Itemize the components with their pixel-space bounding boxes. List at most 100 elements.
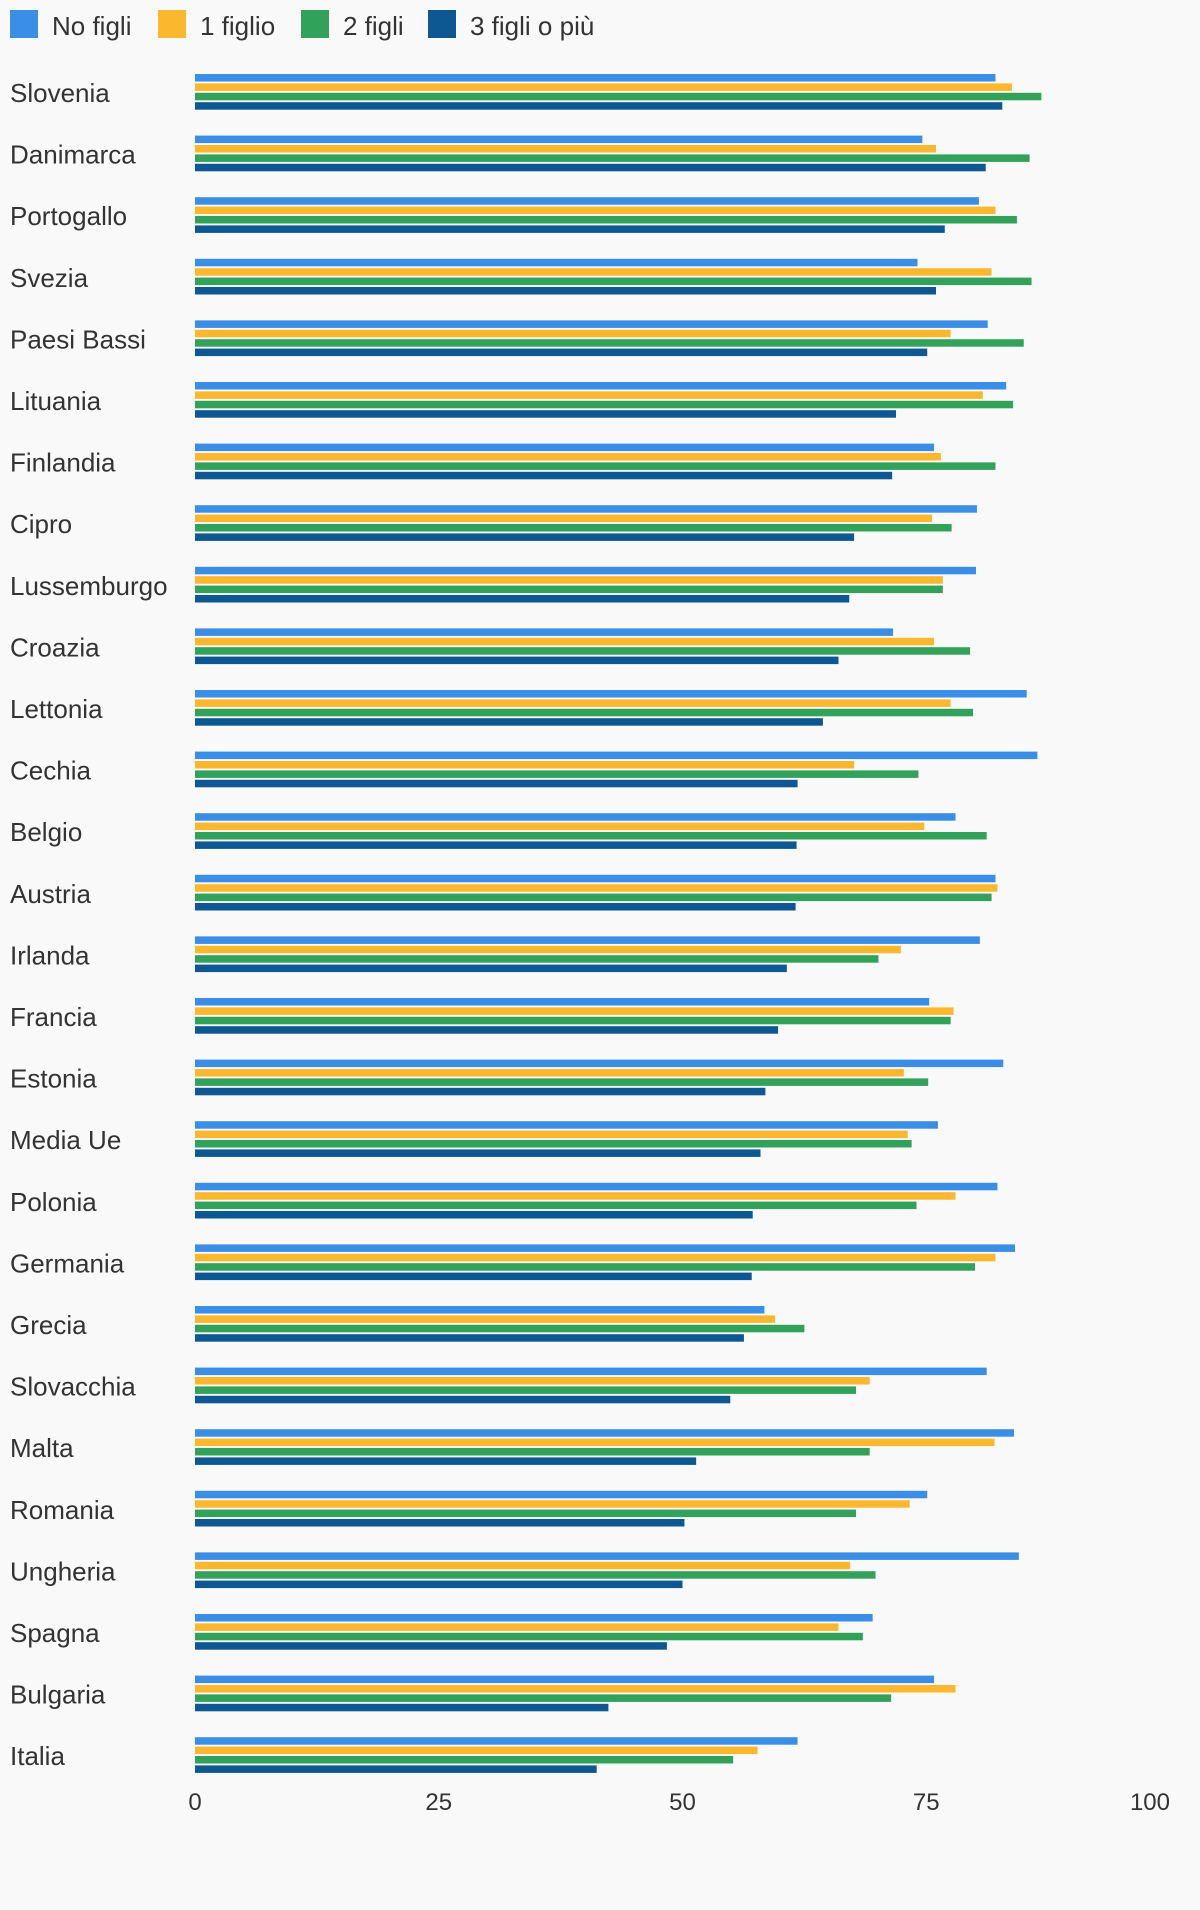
bar-2 xyxy=(195,1201,917,1210)
bar-0 xyxy=(195,1614,873,1622)
bar-3 xyxy=(195,903,796,911)
bar-0 xyxy=(195,690,1027,698)
bar-0 xyxy=(195,258,918,267)
bar-2 xyxy=(195,154,1030,162)
bar-0 xyxy=(195,1552,1019,1560)
category-label: Finlandia xyxy=(10,448,116,478)
bar-1 xyxy=(195,1561,851,1570)
category-label: Bulgaria xyxy=(10,1680,106,1710)
bar-3 xyxy=(195,1149,761,1157)
bar-3 xyxy=(195,1765,597,1773)
legend-label-2: 2 figli xyxy=(343,11,404,41)
bar-2 xyxy=(195,1324,805,1333)
legend-label-0: No figli xyxy=(52,11,131,41)
bar-0 xyxy=(195,1244,1015,1252)
legend-swatch-1 xyxy=(158,10,186,38)
bar-0 xyxy=(195,566,976,575)
bar-2 xyxy=(195,1632,863,1641)
bar-1 xyxy=(195,1069,904,1077)
bar-2 xyxy=(195,1448,870,1456)
bar-1 xyxy=(195,576,943,584)
category-label: Lettonia xyxy=(10,694,103,724)
bar-3 xyxy=(195,163,986,172)
x-tick-label: 25 xyxy=(425,1789,452,1816)
category-label: Slovenia xyxy=(10,78,110,108)
bar-1 xyxy=(195,1500,910,1508)
bar-3 xyxy=(195,1519,685,1527)
category-label: Svezia xyxy=(10,263,89,293)
bar-2 xyxy=(195,1140,912,1148)
bar-3 xyxy=(195,102,1003,110)
bar-0 xyxy=(195,1121,938,1129)
bar-0 xyxy=(195,1367,987,1376)
bar-2 xyxy=(195,893,992,902)
category-label: Belgio xyxy=(10,817,82,847)
bar-0 xyxy=(195,1490,928,1499)
bar-3 xyxy=(195,348,928,357)
bar-1 xyxy=(195,83,1013,91)
category-labels: Slovenia Danimarca Portogallo Svezia Paesi B… xyxy=(10,78,168,1771)
category-label: Lussemburgo xyxy=(10,571,168,601)
bar-3 xyxy=(195,1642,667,1650)
bar-1 xyxy=(195,1377,870,1385)
bar-1 xyxy=(195,145,936,153)
bar-2 xyxy=(195,1509,857,1518)
legend-label-1: 1 figlio xyxy=(200,11,275,41)
bar-2 xyxy=(195,92,1042,101)
bar-1 xyxy=(195,1746,758,1755)
legend: No figli 1 figlio 2 figli 3 figli o più xyxy=(10,10,594,41)
bar-3 xyxy=(195,471,893,480)
bar-0 xyxy=(195,1675,935,1684)
bar-1 xyxy=(195,1315,776,1323)
bar-1 xyxy=(195,206,996,215)
bar-1 xyxy=(195,637,935,646)
bar-2 xyxy=(195,955,879,963)
bar-2 xyxy=(195,1386,857,1394)
x-tick-label: 50 xyxy=(669,1789,696,1816)
bar-1 xyxy=(195,699,951,707)
bar-3 xyxy=(195,1087,766,1096)
bar-2 xyxy=(195,524,952,532)
legend-swatch-2 xyxy=(301,10,329,38)
category-label: Malta xyxy=(10,1433,74,1463)
category-label: Estonia xyxy=(10,1064,97,1094)
bar-0 xyxy=(195,320,988,328)
bar-0 xyxy=(195,628,894,636)
bar-1 xyxy=(195,945,901,954)
bar-1 xyxy=(195,268,992,276)
bar-1 xyxy=(195,1253,996,1262)
category-label: Lituania xyxy=(10,386,102,416)
x-tick-label: 75 xyxy=(913,1789,940,1816)
bar-1 xyxy=(195,1685,956,1693)
x-axis: 0 25 50 75 100 xyxy=(188,1789,1170,1816)
bar-2 xyxy=(195,1571,876,1579)
category-label: Germania xyxy=(10,1248,125,1278)
bar-3 xyxy=(195,1272,752,1281)
bar-1 xyxy=(195,1130,908,1139)
category-label: Austria xyxy=(10,879,91,909)
bar-3 xyxy=(195,964,787,973)
bar-2 xyxy=(195,1078,929,1086)
bar-2 xyxy=(195,277,1032,286)
bar-0 xyxy=(195,1306,765,1314)
bar-0 xyxy=(195,936,980,944)
bar-0 xyxy=(195,74,996,82)
bar-0 xyxy=(195,443,935,452)
bar-1 xyxy=(195,1192,956,1200)
bar-2 xyxy=(195,1263,975,1271)
bar-0 xyxy=(195,1059,1004,1068)
bar-0 xyxy=(195,382,1007,390)
bars xyxy=(195,74,1042,1773)
bar-2 xyxy=(195,770,919,778)
bar-2 xyxy=(195,216,1017,224)
bar-3 xyxy=(195,225,945,233)
category-label: Paesi Bassi xyxy=(10,324,146,354)
bar-0 xyxy=(195,751,1038,760)
category-label: Portogallo xyxy=(10,201,127,231)
x-tick-label: 0 xyxy=(188,1789,201,1816)
category-label: Slovacchia xyxy=(10,1372,136,1402)
bar-3 xyxy=(195,841,797,849)
bar-1 xyxy=(195,329,951,338)
category-label: Croazia xyxy=(10,632,100,662)
bar-3 xyxy=(195,1395,731,1404)
